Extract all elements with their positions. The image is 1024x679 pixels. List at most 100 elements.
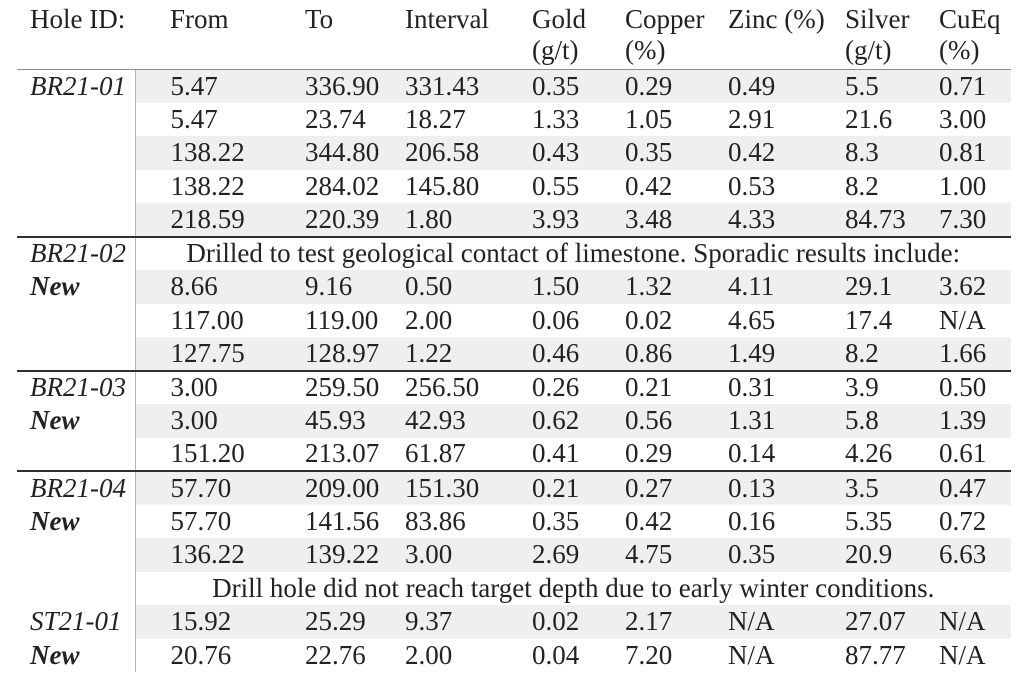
cell-interval: 9.37 <box>370 605 497 639</box>
cell-copper: 0.02 <box>625 304 673 335</box>
table-body: BR21-01 5.47 336.90 331.43 0.35 0.29 0.49 5.5 0.… <box>17 69 1011 672</box>
cell-from: 15.92 <box>135 605 270 639</box>
cell-interval: 145.80 <box>405 170 480 201</box>
cell-to: 213.07 <box>305 438 380 469</box>
cell-interval: 206.58 <box>370 136 497 170</box>
hole-id-label: BR21-01 <box>17 69 136 103</box>
hole-id-label: BR21-04 <box>17 470 136 505</box>
data-row: 151.20 213.07 61.87 0.41 0.29 0.14 4.26 0.61 <box>17 437 1011 471</box>
column-header-to: To <box>270 0 370 70</box>
hole-id-label: ST21-01 <box>17 605 136 639</box>
cell-from: 3.00 <box>135 404 270 438</box>
cell-from: 5.47 <box>135 69 270 103</box>
column-header-copper: Copper (%) <box>590 0 705 70</box>
note-row: Drill hole did not reach target depth du… <box>17 571 1011 605</box>
cell-zinc: 0.42 <box>693 136 810 170</box>
cell-interval: 0.50 <box>370 270 497 304</box>
data-row: ST21-01 15.92 25.29 9.37 0.02 2.17 N/A 27.07 N/A <box>17 605 1011 639</box>
cell-from: 151.20 <box>170 438 245 469</box>
table-header: Hole ID: From To Interval Gold (g/t) Copper (%)… <box>17 0 1011 70</box>
data-row: 218.59 220.39 1.80 3.93 3.48 4.33 84.73 7.30 <box>17 203 1011 237</box>
cell-copper: 0.56 <box>590 404 693 438</box>
cell-interval: 61.87 <box>405 438 466 469</box>
cell-gold: 0.41 <box>532 438 580 469</box>
column-header-cueq: CuEq (%) <box>904 0 1011 70</box>
cell-cueq: 7.30 <box>904 203 1011 237</box>
data-row: BR21-04 57.70 209.00 151.30 0.21 0.27 0.13 3.5 0… <box>17 470 1011 505</box>
data-row: New 3.00 45.93 42.93 0.62 0.56 1.31 5.8 1.39 <box>17 404 1011 438</box>
new-tag: New <box>17 504 136 538</box>
data-row: New 20.76 22.76 2.00 0.04 7.20 N/A 87.77 N/A <box>17 638 1011 672</box>
cell-copper: 0.42 <box>625 170 673 201</box>
data-row: New 8.66 9.16 0.50 1.50 1.32 4.11 29.1 3.62 <box>17 270 1011 304</box>
cell-zinc: 2.91 <box>728 103 776 134</box>
cell-from: 117.00 <box>170 304 244 335</box>
header-row: Hole ID: From To Interval Gold (g/t) Copper (%)… <box>17 0 1011 70</box>
cell-from: 5.47 <box>170 103 218 134</box>
cell-gold: 0.46 <box>497 337 590 371</box>
cell-gold: 3.93 <box>497 203 590 237</box>
column-header-unit: (%) <box>625 35 666 65</box>
cell-interval: 83.86 <box>405 505 466 536</box>
cell-copper: 0.29 <box>625 438 673 469</box>
cell-from: 57.70 <box>170 505 232 536</box>
cell-silver: 5.8 <box>810 404 904 438</box>
cell-silver: 4.26 <box>845 438 893 469</box>
cell-interval: 256.50 <box>370 369 497 404</box>
cell-zinc: 0.13 <box>693 470 810 505</box>
cell-to: 45.93 <box>270 404 370 438</box>
cell-silver: 20.9 <box>810 538 904 572</box>
hole-id-empty-cell <box>17 303 136 337</box>
column-header-label: Gold <box>532 4 586 34</box>
cell-gold: 0.26 <box>497 369 590 404</box>
cell-copper: 0.42 <box>625 505 673 536</box>
column-header-label: Zinc (%) <box>728 4 825 34</box>
column-header-unit: (g/t) <box>532 35 579 65</box>
hole-id-label: BR21-02 <box>17 235 136 270</box>
hole-id-empty-cell <box>17 337 136 371</box>
cell-cueq: N/A <box>939 639 986 670</box>
column-header-label: Hole ID: <box>30 4 126 34</box>
cell-silver: 27.07 <box>810 605 906 639</box>
data-row: 5.47 23.74 18.27 1.33 1.05 2.91 21.6 3.00 <box>17 102 1011 136</box>
cell-silver: 5.35 <box>845 505 893 536</box>
cell-to: 22.76 <box>305 639 366 670</box>
note-cell: Drill hole did not reach target depth du… <box>212 572 935 603</box>
cell-interval: 42.93 <box>370 404 497 438</box>
cell-zinc: 4.65 <box>728 304 776 335</box>
cell-copper: 1.05 <box>625 103 673 134</box>
column-header-label: Copper <box>625 4 705 34</box>
cell-to: 259.50 <box>270 369 379 404</box>
column-header-label: CuEq <box>939 4 1001 34</box>
column-header-label: From <box>170 4 229 34</box>
cell-to: 220.39 <box>270 203 379 237</box>
data-row: 127.75 128.97 1.22 0.46 0.86 1.49 8.2 1.66 <box>17 337 1011 371</box>
cell-interval: 1.22 <box>370 337 497 371</box>
data-row: BR21-01 5.47 336.90 331.43 0.35 0.29 0.49 5.5 0.… <box>17 69 1011 103</box>
cell-cueq: 0.47 <box>904 470 1011 505</box>
cell-cueq: 0.81 <box>904 136 1011 170</box>
note-cell: Drilled to test geological contact of li… <box>135 235 1011 270</box>
cell-gold: 0.04 <box>532 639 580 670</box>
cell-copper: 1.32 <box>590 270 693 304</box>
cell-to: 9.16 <box>270 270 370 304</box>
cell-to: 336.90 <box>270 69 379 103</box>
cell-from: 127.75 <box>135 337 270 371</box>
cell-interval: 1.80 <box>370 203 497 237</box>
cell-from: 3.00 <box>135 369 270 404</box>
cell-cueq: N/A <box>904 605 1011 639</box>
note-row: BR21-02 Drilled to test geological contac… <box>17 235 1011 270</box>
cell-from: 138.22 <box>170 170 245 201</box>
cell-to: 284.02 <box>305 170 380 201</box>
cell-zinc: N/A <box>728 639 775 670</box>
cell-gold: 1.50 <box>497 270 590 304</box>
cell-from: 57.70 <box>135 470 270 505</box>
cell-interval: 331.43 <box>370 69 497 103</box>
column-header-label: To <box>305 4 334 34</box>
cell-silver: 8.2 <box>810 337 904 371</box>
column-header-label: Silver <box>845 4 910 34</box>
cell-gold: 0.06 <box>532 304 580 335</box>
cell-zinc: 0.53 <box>728 170 776 201</box>
drill-results-table-container: Hole ID: From To Interval Gold (g/t) Copper (%)… <box>17 0 1011 672</box>
cell-interval: 2.00 <box>405 304 453 335</box>
